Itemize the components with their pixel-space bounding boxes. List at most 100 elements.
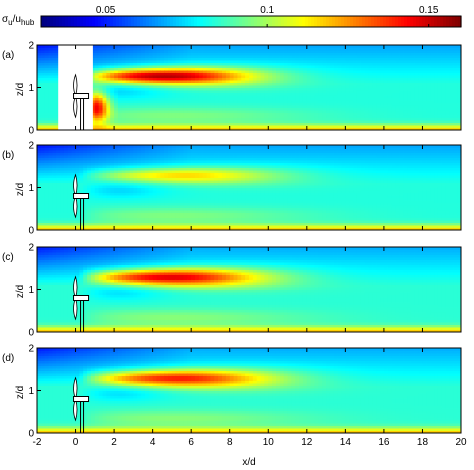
heatmap-cell bbox=[399, 82, 404, 86]
heatmap-cell bbox=[360, 125, 366, 128]
heatmap-cell bbox=[372, 97, 377, 101]
heatmap-cell bbox=[40, 50, 46, 53]
heatmap-cell bbox=[222, 120, 227, 123]
heatmap-cell bbox=[256, 70, 262, 73]
heatmap-cell bbox=[364, 115, 369, 118]
heatmap-cell bbox=[260, 70, 265, 73]
heatmap-cell bbox=[90, 50, 96, 53]
heatmap-cell bbox=[202, 77, 208, 81]
heatmap-cell bbox=[225, 87, 231, 91]
heatmap-cell bbox=[380, 122, 385, 126]
heatmap-cell bbox=[356, 95, 362, 98]
heatmap-cell bbox=[114, 117, 119, 121]
heatmap-cell bbox=[187, 97, 192, 101]
heatmap-cell bbox=[117, 80, 123, 83]
heatmap-cell bbox=[368, 45, 373, 48]
heatmap-cell bbox=[326, 97, 331, 101]
heatmap-cell bbox=[164, 77, 169, 81]
heatmap-cell bbox=[345, 50, 350, 53]
heatmap-cell bbox=[106, 57, 111, 61]
heatmap-cell bbox=[214, 60, 219, 63]
heatmap-cell bbox=[326, 115, 331, 118]
heatmap-cell bbox=[106, 52, 111, 56]
heatmap-cell bbox=[360, 110, 366, 113]
heatmap-cell bbox=[283, 75, 289, 78]
heatmap-cell bbox=[287, 65, 292, 68]
heatmap-cell bbox=[175, 125, 181, 128]
heatmap-cell bbox=[241, 70, 246, 73]
heatmap-cell bbox=[295, 62, 300, 66]
heatmap-cell bbox=[156, 122, 161, 126]
heatmap-cell bbox=[144, 120, 150, 123]
heatmap-cell bbox=[279, 82, 285, 86]
heatmap-cell bbox=[368, 95, 373, 98]
heatmap-cell bbox=[40, 75, 46, 78]
heatmap-cell bbox=[171, 127, 177, 131]
heatmap-cell bbox=[44, 102, 50, 106]
heatmap-cell bbox=[403, 120, 408, 123]
heatmap-cell bbox=[137, 75, 142, 78]
heatmap-cell bbox=[198, 62, 204, 66]
heatmap-cell bbox=[214, 125, 219, 128]
heatmap-cell bbox=[252, 117, 258, 121]
heatmap-cell bbox=[214, 95, 219, 98]
heatmap-cell bbox=[241, 115, 246, 118]
heatmap-cell bbox=[225, 110, 231, 113]
heatmap-cell bbox=[44, 52, 50, 56]
heatmap-cell bbox=[191, 82, 196, 86]
heatmap-cell bbox=[333, 112, 339, 116]
heatmap-cell bbox=[341, 127, 346, 131]
heatmap-cell bbox=[110, 120, 115, 123]
heatmap-cell bbox=[256, 85, 262, 88]
heatmap-cell bbox=[195, 87, 200, 91]
heatmap-cell bbox=[249, 122, 254, 126]
heatmap-cell bbox=[299, 125, 304, 128]
heatmap-cell bbox=[214, 45, 219, 48]
heatmap-cell bbox=[252, 60, 258, 63]
heatmap-cell bbox=[318, 100, 323, 103]
heatmap-cell bbox=[179, 115, 184, 118]
heatmap-cell bbox=[144, 110, 150, 113]
heatmap-cell bbox=[302, 47, 308, 51]
heatmap-cell bbox=[129, 122, 134, 126]
heatmap-cell bbox=[383, 92, 389, 96]
heatmap-cell bbox=[264, 80, 269, 83]
heatmap-cell bbox=[353, 57, 358, 61]
heatmap-cell bbox=[218, 120, 223, 123]
heatmap-cell bbox=[233, 50, 238, 53]
heatmap-cell bbox=[94, 115, 100, 118]
heatmap-cell bbox=[187, 55, 192, 58]
heatmap-cell bbox=[333, 72, 339, 76]
heatmap-cell bbox=[260, 95, 265, 98]
heatmap-cell bbox=[380, 120, 385, 123]
heatmap-cell bbox=[179, 87, 184, 91]
heatmap-cell bbox=[168, 125, 173, 128]
heatmap-cell bbox=[198, 97, 204, 101]
heatmap-cell bbox=[302, 90, 308, 93]
heatmap-cell bbox=[345, 70, 350, 73]
heatmap-cell bbox=[171, 60, 177, 63]
heatmap-cell bbox=[179, 82, 184, 86]
heatmap-cell bbox=[141, 65, 146, 68]
heatmap-cell bbox=[152, 110, 157, 113]
heatmap-cell bbox=[237, 62, 242, 66]
heatmap-cell bbox=[372, 57, 377, 61]
heatmap-cell bbox=[114, 65, 119, 68]
heatmap-cell bbox=[407, 105, 412, 108]
heatmap-cell bbox=[260, 72, 265, 76]
heatmap-cell bbox=[152, 107, 157, 111]
heatmap-cell bbox=[245, 112, 250, 116]
heatmap-cell bbox=[98, 55, 104, 58]
heatmap-cell bbox=[333, 100, 339, 103]
heatmap-cell bbox=[249, 97, 254, 101]
heatmap-cell bbox=[387, 115, 393, 118]
heatmap-cell bbox=[114, 110, 119, 113]
heatmap-cell bbox=[295, 70, 300, 73]
heatmap-cell bbox=[275, 75, 281, 78]
heatmap-cell bbox=[175, 70, 181, 73]
heatmap-cell bbox=[168, 47, 173, 51]
heatmap-cell bbox=[264, 120, 269, 123]
heatmap-cell bbox=[237, 65, 242, 68]
heatmap-cell bbox=[295, 47, 300, 51]
heatmap-cell bbox=[252, 85, 258, 88]
